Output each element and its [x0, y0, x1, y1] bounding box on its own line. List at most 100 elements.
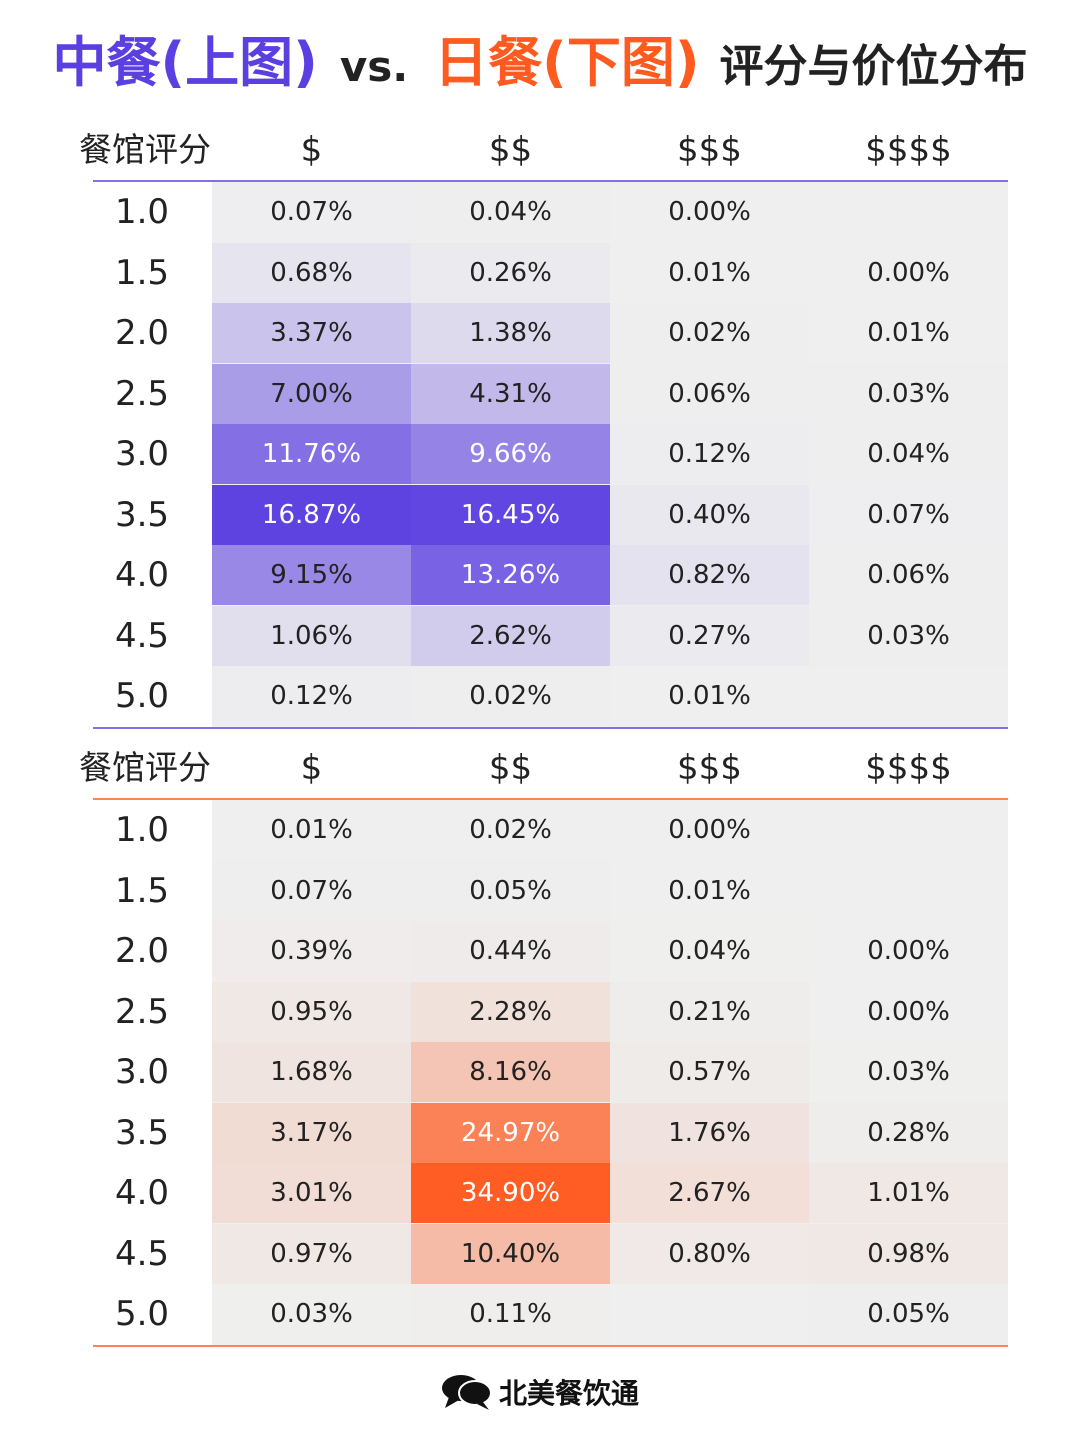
heatmap-cell: 0.05% [411, 860, 610, 921]
heatmap-cell [809, 800, 1008, 860]
heatmap-cell: 0.01% [610, 666, 809, 726]
rating-row-label: 3.5 [114, 494, 170, 535]
heatmap-cell: 2.28% [411, 981, 610, 1042]
heatmap-cell: 1.01% [809, 1163, 1008, 1223]
heatmap-cell: 0.03% [809, 1042, 1008, 1102]
title-subject: 评分与价位分布 [719, 41, 1028, 92]
rating-column-header: 餐馆评分 [79, 748, 211, 787]
heatmap-cell: 0.03% [809, 363, 1008, 424]
heatmap-cell: 4.31% [411, 363, 610, 424]
heatmap-cell: 0.02% [610, 303, 809, 363]
heatmap-cell: 0.03% [212, 1284, 411, 1344]
heatmap-cell: 0.07% [809, 484, 1008, 545]
heatmap-cell: 34.90% [411, 1163, 610, 1223]
heatmap-cell: 1.68% [212, 1042, 411, 1102]
page-title: 中餐(上图) vs. 日餐(下图) 评分与价位分布 [0, 18, 1080, 98]
heatmap-cell: 0.21% [610, 981, 809, 1042]
heatmap-cell: 9.66% [411, 424, 610, 484]
heatmap-cell: 0.00% [610, 182, 809, 242]
heatmap-cell: 0.01% [809, 303, 1008, 363]
rating-row-label: 1.5 [114, 252, 170, 293]
rating-row-label: 2.0 [114, 313, 170, 353]
heatmap-cell: 7.00% [212, 363, 411, 424]
price-column-header: $ [300, 130, 323, 170]
price-column-header: $$$$ [865, 748, 952, 788]
rating-row-label: 2.5 [114, 373, 170, 414]
heatmap-cell: 0.03% [809, 605, 1008, 666]
heatmap-cell: 0.01% [610, 242, 809, 303]
brand-name: 北美餐饮通 [498, 1377, 639, 1410]
heatmap-cell: 0.39% [212, 921, 411, 981]
heatmap-cell: 0.02% [411, 666, 610, 726]
rating-row-label: 1.5 [114, 870, 170, 911]
price-column-header: $ [300, 748, 323, 788]
rating-column-header: 餐馆评分 [79, 130, 211, 169]
heatmap-cell: 24.97% [411, 1102, 610, 1163]
heatmap-cell: 1.06% [212, 605, 411, 666]
heatmap-cell: 0.27% [610, 605, 809, 666]
heatmap-cell: 11.76% [212, 424, 411, 484]
heatmap-cell: 0.44% [411, 921, 610, 981]
heatmap-cell: 0.04% [411, 182, 610, 242]
heatmap-cell [809, 182, 1008, 242]
rating-row-label: 5.0 [114, 1294, 170, 1334]
heatmap-cell: 0.00% [809, 242, 1008, 303]
heatmap-grid: 0.01% 0.02% 0.00% 0.07% 0.05% 0.01% 0.39% 0.44%… [212, 800, 1008, 1345]
heatmap-cell: 0.04% [809, 424, 1008, 484]
heatmap-cell: 0.01% [610, 860, 809, 921]
heatmap-cell: 0.95% [212, 981, 411, 1042]
rating-row-label: 3.5 [114, 1112, 170, 1153]
header-divider [93, 798, 1008, 800]
heatmap-cell: 0.97% [212, 1223, 411, 1284]
heatmap-cell: 0.00% [809, 981, 1008, 1042]
heatmap-cell: 10.40% [411, 1223, 610, 1284]
rating-row-label: 4.5 [114, 1233, 170, 1274]
rating-row-label: 4.0 [114, 1173, 170, 1213]
heatmap-cell: 0.01% [212, 800, 411, 860]
heatmap-cell: 1.76% [610, 1102, 809, 1163]
heatmap-cell: 0.02% [411, 800, 610, 860]
heatmap-cell: 3.17% [212, 1102, 411, 1163]
brand-footer: 北美餐饮通 [0, 1372, 1080, 1422]
heatmap-cell: 0.00% [809, 921, 1008, 981]
rating-row-label: 4.5 [114, 615, 170, 656]
heatmap-cell: 0.26% [411, 242, 610, 303]
title-japanese: 日餐(下图) [434, 31, 700, 94]
heatmap-cell: 0.40% [610, 484, 809, 545]
heatmap-cell: 16.45% [411, 484, 610, 545]
heatmap-cell: 0.11% [411, 1284, 610, 1344]
rating-row-label: 2.0 [114, 931, 170, 971]
price-column-header: $$ [488, 130, 533, 170]
price-column-header: $$$$ [865, 130, 952, 170]
heatmap-cell: 2.62% [411, 605, 610, 666]
heatmap-cell [809, 666, 1008, 726]
header-divider [93, 180, 1008, 182]
title-chinese: 中餐(上图) [52, 31, 318, 94]
price-column-header: $$$ [677, 130, 742, 170]
heatmap-cell: 0.07% [212, 860, 411, 921]
heatmap-cell: 1.38% [411, 303, 610, 363]
heatmap-cell: 8.16% [411, 1042, 610, 1102]
rating-row-label: 1.0 [114, 192, 170, 232]
heatmap-cell: 0.57% [610, 1042, 809, 1102]
footer-divider [93, 726, 1008, 729]
footer-divider [93, 1344, 1008, 1347]
chat-bubbles-icon [441, 1375, 492, 1410]
heatmap-cell: 0.07% [212, 182, 411, 242]
heatmap-cell: 0.04% [610, 921, 809, 981]
heatmap-cell: 0.12% [610, 424, 809, 484]
heatmap-cell: 0.05% [809, 1284, 1008, 1344]
heatmap-grid: 0.07% 0.04% 0.00% 0.68% 0.26% 0.01% 0.00% 3.37%… [212, 182, 1008, 727]
price-column-header: $$ [488, 748, 533, 788]
heatmap-cell: 0.12% [212, 666, 411, 726]
heatmap-cell: 0.98% [809, 1223, 1008, 1284]
heatmap-cell: 9.15% [212, 545, 411, 605]
heatmap-cell: 0.82% [610, 545, 809, 605]
rating-row-label: 2.5 [114, 991, 170, 1032]
heatmap-cell: 16.87% [212, 484, 411, 545]
heatmap-cell: 3.01% [212, 1163, 411, 1223]
heatmap-cell: 0.06% [610, 363, 809, 424]
heatmap-cell: 3.37% [212, 303, 411, 363]
heatmap-cell: 0.80% [610, 1223, 809, 1284]
heatmap-cell: 0.06% [809, 545, 1008, 605]
